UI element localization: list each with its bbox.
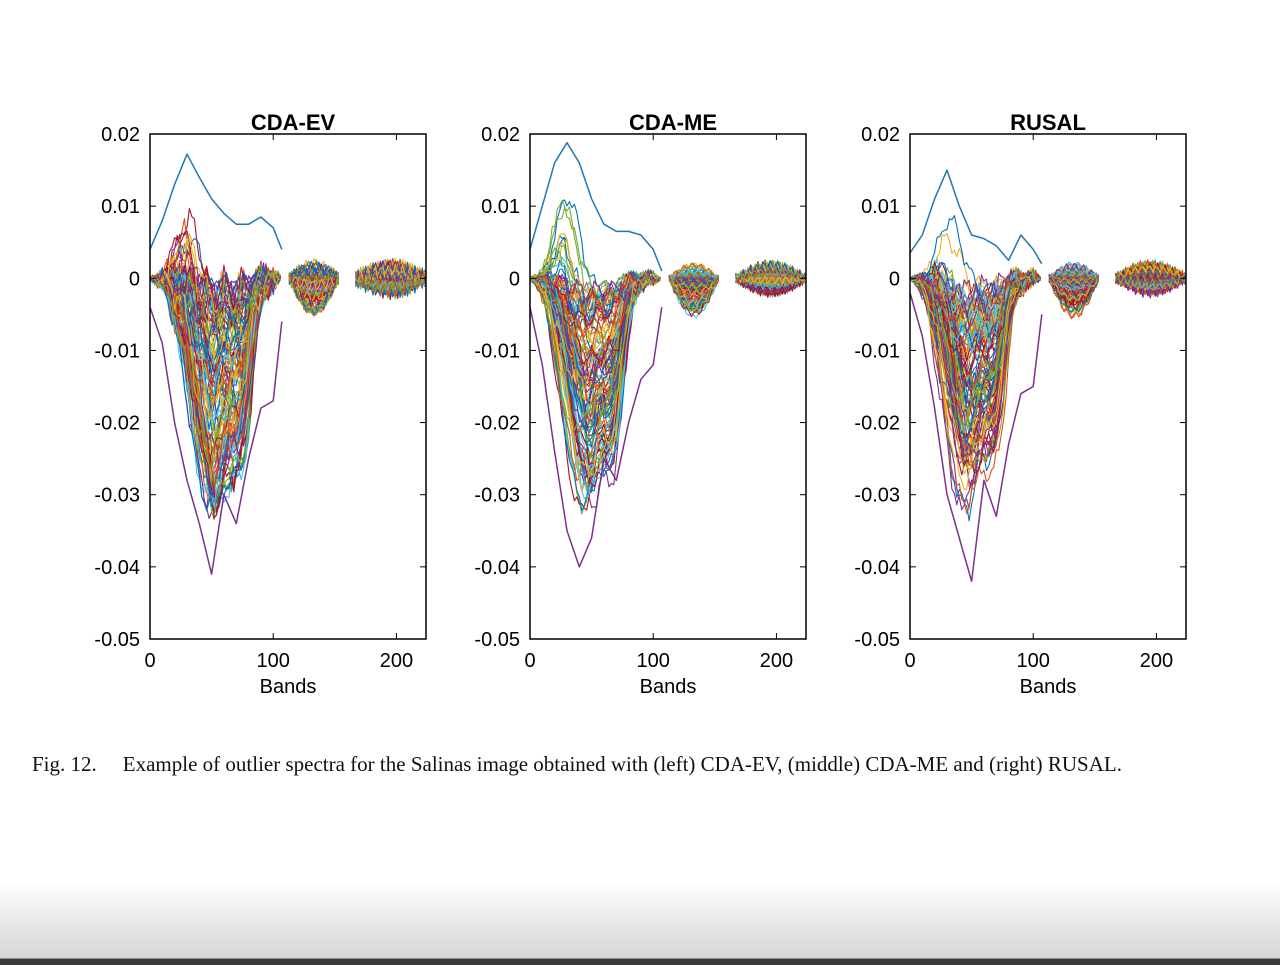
caption-text: Example of outlier spectra for the Salin… xyxy=(122,752,1122,776)
y-tick-label: 0.01 xyxy=(481,196,520,218)
bottom-shadow xyxy=(0,880,1280,958)
series-layer-rusal xyxy=(910,169,1186,583)
axes-box-cda-ev xyxy=(149,133,427,640)
y-tick-label: -0.03 xyxy=(94,485,140,507)
y-tick-label: -0.05 xyxy=(94,629,140,651)
y-tick-label: 0 xyxy=(509,268,520,290)
y-tick-label: -0.05 xyxy=(854,629,900,651)
x-tick-label: 0 xyxy=(144,650,155,672)
x-tick-label: 200 xyxy=(1140,650,1173,672)
y-tick-label: -0.03 xyxy=(474,485,520,507)
y-tick-label: -0.04 xyxy=(94,557,140,579)
x-tick-label: 200 xyxy=(760,650,793,672)
x-axis-label-cda-me: Bands xyxy=(640,676,697,698)
y-tick-label: -0.04 xyxy=(474,557,520,579)
spectrum-line-extreme xyxy=(530,306,663,568)
y-tick-label: -0.02 xyxy=(854,413,900,435)
ticks-cda-ev: 0.020.010-0.01-0.02-0.03-0.04-0.050 100 20… xyxy=(94,124,426,672)
y-tick-label: -0.01 xyxy=(474,340,520,362)
spectrum-line-extreme xyxy=(910,292,1043,583)
series-layer-cda-me xyxy=(530,141,806,568)
y-tick-label: 0.02 xyxy=(861,124,900,146)
spectrum-line-extreme xyxy=(530,141,663,272)
y-tick-label: -0.04 xyxy=(854,557,900,579)
axes-box-cda-me xyxy=(529,133,807,640)
y-tick-label: 0.01 xyxy=(861,196,900,218)
axes-box-rusal xyxy=(909,133,1187,640)
y-tick-label: 0.02 xyxy=(101,124,140,146)
spectrum-line xyxy=(530,206,806,299)
figure-caption: Fig. 12. Example of outlier spectra for t… xyxy=(32,750,1242,778)
y-tick-label: -0.01 xyxy=(854,340,900,362)
spectrum-line-extreme xyxy=(150,153,283,250)
x-tick-label: 100 xyxy=(637,650,670,672)
y-tick-label: 0 xyxy=(889,268,900,290)
x-tick-label: 0 xyxy=(524,650,535,672)
panel-rusal: 0.020.010-0.01-0.02-0.03-0.04-0.050 100 20… xyxy=(854,110,1187,698)
panel-cda-ev: 0.020.010-0.01-0.02-0.03-0.04-0.050 100 20… xyxy=(94,110,427,698)
series-layer-cda-ev xyxy=(150,153,426,575)
y-tick-label: -0.02 xyxy=(94,413,140,435)
y-tick-label: 0.01 xyxy=(101,196,140,218)
spectrum-line xyxy=(910,270,1186,428)
y-tick-label: 0 xyxy=(129,268,140,290)
panel-title-cda-me: CDA-ME xyxy=(629,110,717,135)
ticks-rusal: 0.020.010-0.01-0.02-0.03-0.04-0.050 100 20… xyxy=(854,124,1186,672)
y-tick-label: -0.05 xyxy=(474,629,520,651)
spectrum-line-extreme xyxy=(150,306,283,575)
panel-title-cda-ev: CDA-EV xyxy=(251,110,336,135)
x-axis-label-rusal: Bands xyxy=(1020,676,1077,698)
y-tick-label: -0.02 xyxy=(474,413,520,435)
y-tick-label: -0.03 xyxy=(854,485,900,507)
panel-cda-me: 0.020.010-0.01-0.02-0.03-0.04-0.050 100 20… xyxy=(474,110,807,698)
y-tick-label: -0.01 xyxy=(94,340,140,362)
panel-title-rusal: RUSAL xyxy=(1010,110,1086,135)
spectrum-line xyxy=(530,266,806,417)
caption-label: Fig. 12. xyxy=(32,752,97,776)
spectrum-line xyxy=(150,270,426,467)
x-tick-label: 200 xyxy=(380,650,413,672)
x-tick-label: 100 xyxy=(257,650,290,672)
y-tick-label: 0.02 xyxy=(481,124,520,146)
spectrum-line-extreme xyxy=(910,169,1043,265)
window-bottom-bar xyxy=(0,958,1280,965)
ticks-cda-me: 0.020.010-0.01-0.02-0.03-0.04-0.050 100 20… xyxy=(474,124,806,672)
x-tick-label: 0 xyxy=(904,650,915,672)
x-axis-label-cda-ev: Bands xyxy=(260,676,317,698)
x-tick-label: 100 xyxy=(1017,650,1050,672)
